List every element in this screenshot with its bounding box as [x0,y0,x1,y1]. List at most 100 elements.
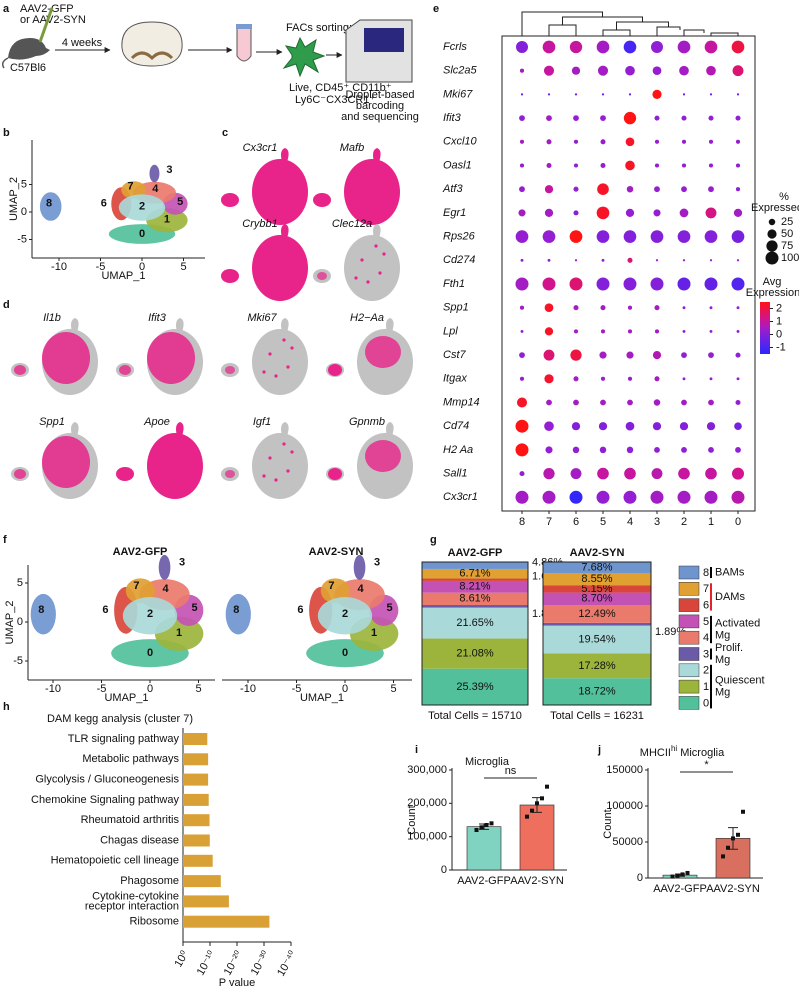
legend-group: Quiescent [715,675,765,687]
dot [598,422,608,431]
y-tick-label: -5 [13,655,23,667]
cluster-label: 3 [374,557,380,569]
dot [623,40,637,54]
dot [709,259,713,262]
colorbar-tick-label: 2 [776,302,782,314]
dot [681,186,687,193]
dot [625,208,635,218]
value-label: 8.70% [581,593,612,605]
dot [600,115,606,122]
category-label: receptor interaction [85,900,179,912]
dot [735,399,741,406]
bar-segment [543,562,651,573]
bar [466,826,502,871]
dot [708,399,714,406]
dot [626,185,634,193]
gene-label: Rps26 [443,231,476,243]
size-key [768,218,776,226]
bar [183,895,229,908]
feature-expression [290,346,294,350]
dot [732,467,744,480]
dot [520,93,524,96]
cluster-region [149,164,160,183]
dot [570,349,582,361]
feature-region [252,159,308,225]
feature-region [176,422,184,436]
cluster-label: 8 [38,604,44,616]
cluster-label: 8 [233,604,239,616]
y-tick-label: 100000 [606,800,643,812]
dot [731,230,745,243]
feature-expression [42,332,90,384]
legend-swatch [678,565,700,580]
legend-label: 1 [703,681,709,693]
feature-expression [286,469,290,473]
dot [573,329,579,334]
bar-segment [543,625,651,654]
dot [706,65,716,76]
feature-expression [274,374,278,378]
panel-letter: a [3,3,10,15]
dot [573,399,579,406]
plot-frame [501,35,756,512]
legend-title: Avg [763,276,782,288]
feature-region [221,193,239,207]
x-tick-label: 5 [390,683,396,695]
dot [599,351,607,359]
gene-label: Fcrls [443,41,467,53]
cluster-region [122,597,178,635]
value-label: 12.49% [578,608,616,620]
cluster-region [121,181,147,199]
data-point [484,823,489,827]
dot [601,258,605,262]
feature-expression [360,258,364,262]
legend-label: 0 [703,697,709,709]
gene-label: Mki67 [443,88,473,100]
feature-expression [365,336,401,368]
dot [654,376,660,382]
y-tick-label: -5 [17,233,27,245]
dot [706,422,716,431]
dot [735,139,741,144]
dot [518,209,526,217]
cluster-label: 6 [102,604,108,616]
dot [573,210,579,216]
bar [183,854,213,867]
cluster-region [125,578,155,604]
gene-label: Spp1 [443,302,469,314]
dot [623,277,637,291]
significance: ns [505,765,517,777]
dot [681,399,687,406]
dot [708,163,714,168]
category-label: Cytokine-cytokine [92,890,179,902]
panel-letter: h [3,701,10,713]
colorbar [760,302,770,354]
dot [651,468,663,480]
dot [652,66,662,76]
feature-expression [282,442,286,446]
gene-label: Fth1 [443,278,465,290]
x-tick-label: -10 [51,261,67,273]
feature-expression [328,468,342,480]
data-point [736,832,740,837]
feature-region [281,318,289,332]
dot [709,306,713,310]
dot [679,422,689,431]
strain: C57Bl6 [10,62,46,74]
legend-group: Mg [715,687,730,699]
y-tick-label: 0 [637,872,643,884]
cluster-label: 5 [177,196,183,208]
dot [731,40,745,54]
dot [625,137,635,147]
legend-swatch [678,647,700,661]
legend-title: % [779,191,789,203]
dot [596,40,610,54]
dot [651,41,663,53]
bar-segment [422,604,528,608]
dot [569,277,583,291]
dot [573,186,579,192]
gene-label: Mki67 [247,312,277,324]
dot [519,305,525,310]
sequencing-label: barcoding [356,100,404,112]
x-tick-label: 5 [180,261,186,273]
